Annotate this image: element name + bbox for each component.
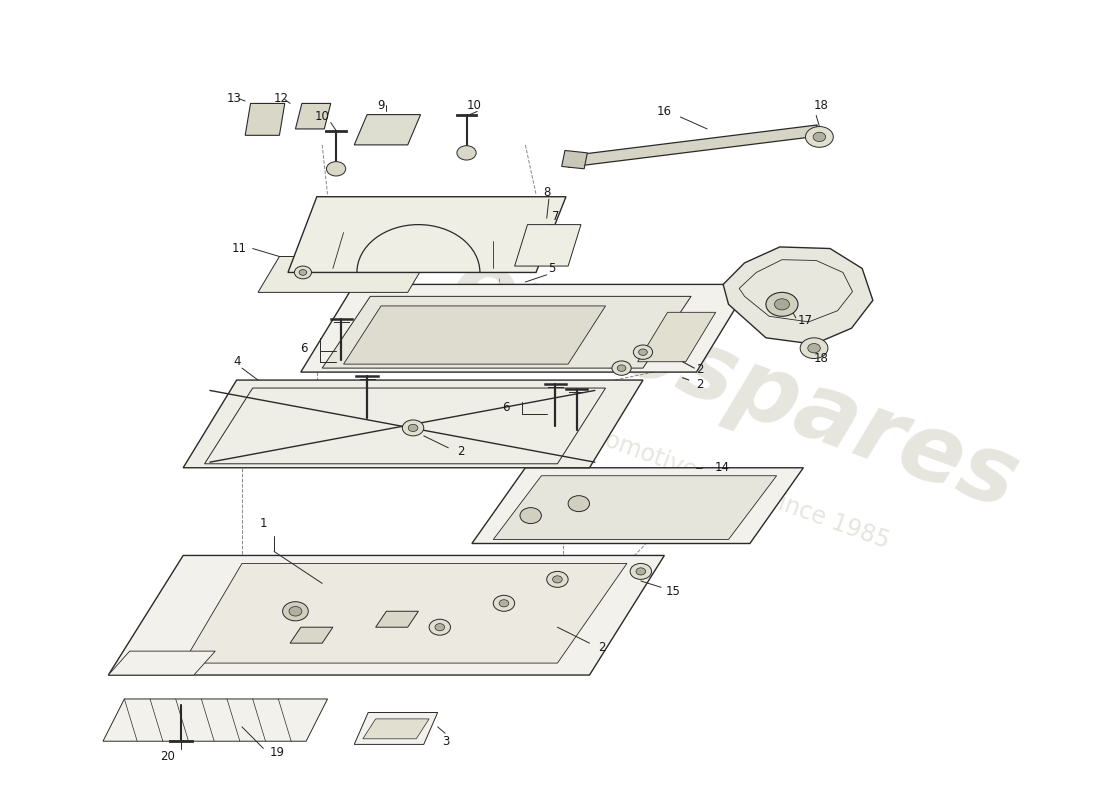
Circle shape <box>552 576 562 583</box>
Circle shape <box>520 508 541 523</box>
Polygon shape <box>493 476 777 539</box>
Text: 7: 7 <box>552 210 560 223</box>
Polygon shape <box>108 651 216 675</box>
Circle shape <box>612 361 631 375</box>
Circle shape <box>800 338 828 358</box>
Polygon shape <box>638 312 716 362</box>
Circle shape <box>434 624 444 630</box>
Text: 10: 10 <box>466 98 482 111</box>
Circle shape <box>636 568 646 575</box>
Text: 6: 6 <box>503 402 509 414</box>
Text: eurospares: eurospares <box>438 238 1031 530</box>
Polygon shape <box>184 563 627 663</box>
Text: 18: 18 <box>814 352 829 365</box>
Polygon shape <box>354 114 420 145</box>
Circle shape <box>493 595 515 611</box>
Polygon shape <box>472 468 803 543</box>
Circle shape <box>617 365 626 371</box>
Text: 17: 17 <box>798 314 813 326</box>
Circle shape <box>639 349 647 355</box>
Polygon shape <box>723 247 873 344</box>
Circle shape <box>568 496 590 512</box>
Polygon shape <box>375 611 418 627</box>
Text: 2: 2 <box>458 446 465 458</box>
Text: 14: 14 <box>715 462 729 474</box>
Polygon shape <box>290 627 333 643</box>
Circle shape <box>499 600 509 607</box>
Text: 10: 10 <box>315 110 330 123</box>
Polygon shape <box>343 306 605 364</box>
Polygon shape <box>108 555 664 675</box>
Text: 18: 18 <box>814 98 829 111</box>
Text: 1: 1 <box>260 517 267 530</box>
Circle shape <box>283 602 308 621</box>
Polygon shape <box>515 225 581 266</box>
Circle shape <box>403 420 424 436</box>
Circle shape <box>289 606 301 616</box>
Circle shape <box>766 292 797 316</box>
Polygon shape <box>245 103 285 135</box>
Polygon shape <box>288 197 566 273</box>
Text: 5: 5 <box>549 262 556 275</box>
Circle shape <box>805 126 834 147</box>
Text: 2: 2 <box>696 378 704 390</box>
Polygon shape <box>300 285 750 372</box>
Circle shape <box>295 266 311 279</box>
Polygon shape <box>562 150 587 169</box>
Polygon shape <box>184 380 643 468</box>
Polygon shape <box>322 296 691 368</box>
Polygon shape <box>103 699 328 742</box>
Circle shape <box>327 162 345 176</box>
Polygon shape <box>363 719 429 739</box>
Circle shape <box>813 132 826 142</box>
Text: 6: 6 <box>300 342 308 354</box>
Circle shape <box>634 345 652 359</box>
Text: 20: 20 <box>160 750 175 763</box>
Circle shape <box>299 270 307 275</box>
Circle shape <box>774 298 790 310</box>
Circle shape <box>429 619 451 635</box>
Text: 9: 9 <box>377 98 385 111</box>
Text: 13: 13 <box>227 92 242 105</box>
Text: 4: 4 <box>233 355 241 368</box>
Text: 16: 16 <box>657 105 672 118</box>
Text: 15: 15 <box>666 585 680 598</box>
Circle shape <box>408 424 418 431</box>
Text: 8: 8 <box>543 186 550 199</box>
Circle shape <box>807 343 821 353</box>
Polygon shape <box>568 125 817 167</box>
Circle shape <box>456 146 476 160</box>
Text: 11: 11 <box>231 242 246 255</box>
Text: 19: 19 <box>270 746 285 759</box>
Polygon shape <box>258 257 429 292</box>
Text: 12: 12 <box>274 92 289 105</box>
Polygon shape <box>354 713 438 744</box>
Text: 3: 3 <box>442 734 450 748</box>
Text: automotive parts since 1985: automotive parts since 1985 <box>564 414 892 553</box>
Text: 2: 2 <box>598 641 606 654</box>
Polygon shape <box>296 103 331 129</box>
Circle shape <box>630 563 651 579</box>
Circle shape <box>547 571 568 587</box>
Text: 2: 2 <box>696 363 704 376</box>
